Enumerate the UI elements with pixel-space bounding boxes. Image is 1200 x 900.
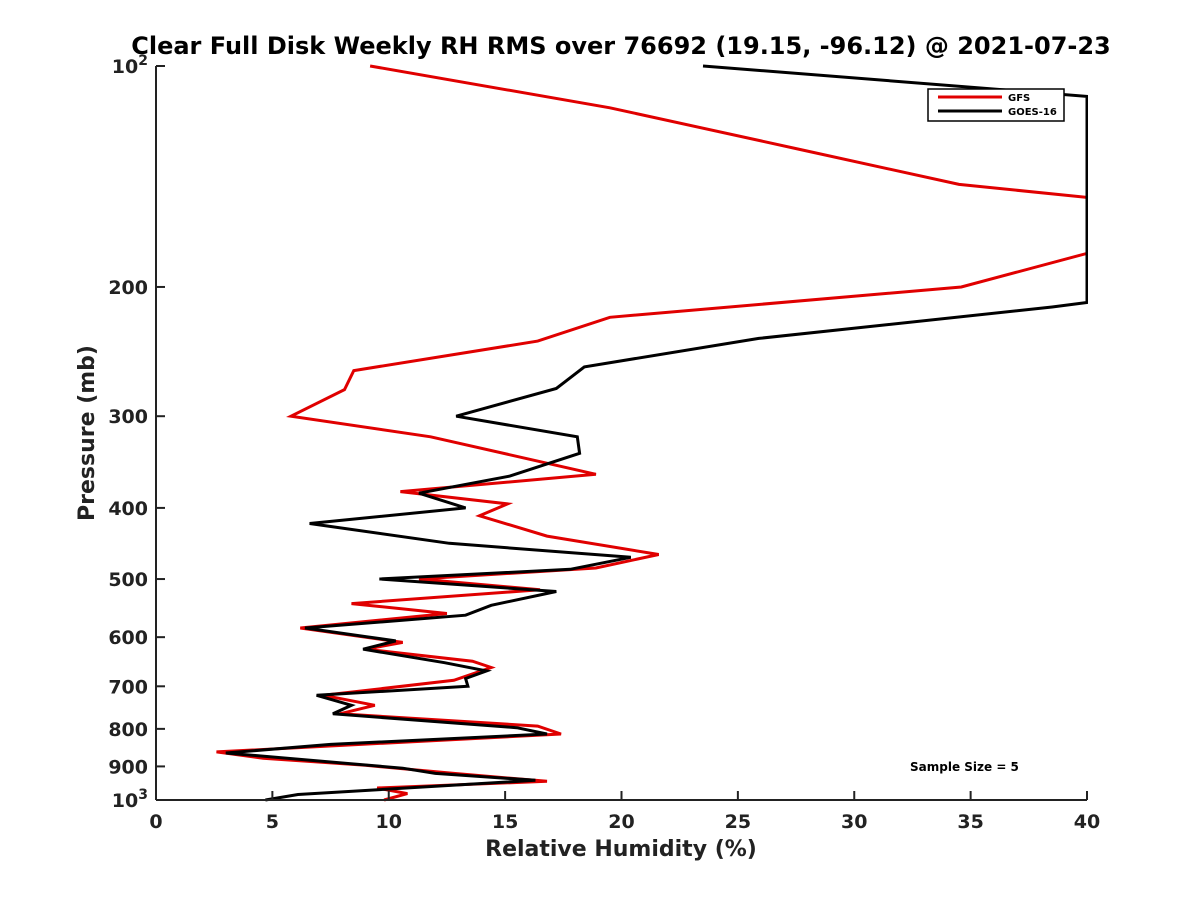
legend: GFS GOES-16 xyxy=(927,88,1065,122)
series-layer xyxy=(216,64,1088,802)
x-tick-label: 40 xyxy=(1074,811,1100,833)
y-ticks: 102 200 300 400 500 600 700 800 900 103 xyxy=(108,53,165,812)
x-axis-label: Relative Humidity (%) xyxy=(485,837,757,862)
series-line-goes16 xyxy=(225,64,1088,802)
x-tick-label: 35 xyxy=(957,811,983,833)
x-tick-label: 0 xyxy=(149,811,162,833)
y-tick-label: 600 xyxy=(108,627,148,649)
y-tick-label: 300 xyxy=(108,406,148,428)
legend-box xyxy=(927,88,1065,122)
y-tick-label: 500 xyxy=(108,569,148,591)
legend-label-goes16: GOES-16 xyxy=(1008,107,1057,118)
y-tick-label: 800 xyxy=(108,719,148,741)
sample-size-annotation: Sample Size = 5 xyxy=(910,760,1019,774)
y-tick-label: 900 xyxy=(108,756,148,778)
y-tick-label: 200 xyxy=(108,277,148,299)
y-axis-label: Pressure (mb) xyxy=(75,345,100,521)
x-tick-label: 5 xyxy=(266,811,279,833)
y-tick-label: 400 xyxy=(108,498,148,520)
y-tick-label: 103 xyxy=(112,787,148,812)
x-tick-label: 10 xyxy=(376,811,402,833)
x-tick-label: 25 xyxy=(725,811,751,833)
x-tick-label: 30 xyxy=(841,811,867,833)
y-tick-label: 102 xyxy=(112,53,148,78)
chart-title: Clear Full Disk Weekly RH RMS over 76692… xyxy=(131,32,1111,60)
legend-label-gfs: GFS xyxy=(1008,93,1030,104)
x-tick-label: 15 xyxy=(492,811,518,833)
y-tick-label: 700 xyxy=(108,676,148,698)
x-tick-label: 20 xyxy=(608,811,634,833)
x-ticks: 0 5 10 15 20 25 30 35 40 xyxy=(149,791,1100,833)
